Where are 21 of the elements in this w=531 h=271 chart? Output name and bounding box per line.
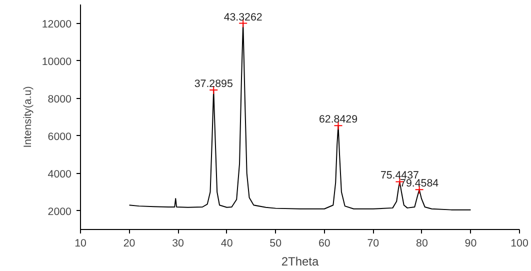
y-tick-label: 2000 — [48, 206, 72, 218]
y-tick-label: 6000 — [48, 130, 72, 143]
x-tick-label: 100 — [510, 238, 528, 250]
y-tick-label: 4000 — [48, 168, 72, 180]
y-tick-label: 8000 — [48, 93, 72, 106]
y-axis-title: Intensity(a.u) — [22, 86, 34, 148]
x-tick-label: 60 — [318, 238, 330, 250]
y-tick-label: 12000 — [42, 18, 72, 30]
x-tick-label: 70 — [367, 238, 380, 250]
x-tick-label: 50 — [270, 238, 282, 250]
annotation: 37.2895 — [194, 78, 233, 90]
y-tick-label: 10000 — [42, 56, 72, 68]
x-tick-label: 80 — [416, 238, 428, 250]
annotation: 62.8429 — [318, 114, 358, 126]
x-tick-label: 10 — [74, 238, 86, 250]
annotation: 43.3262 — [224, 11, 262, 24]
x-tick-label: 40 — [220, 238, 233, 250]
x-tick-label: 30 — [172, 238, 184, 250]
x-tick-label: 90 — [464, 238, 477, 250]
x-axis-title: 2Theta — [281, 254, 320, 268]
x-tick-label: 20 — [123, 238, 136, 250]
